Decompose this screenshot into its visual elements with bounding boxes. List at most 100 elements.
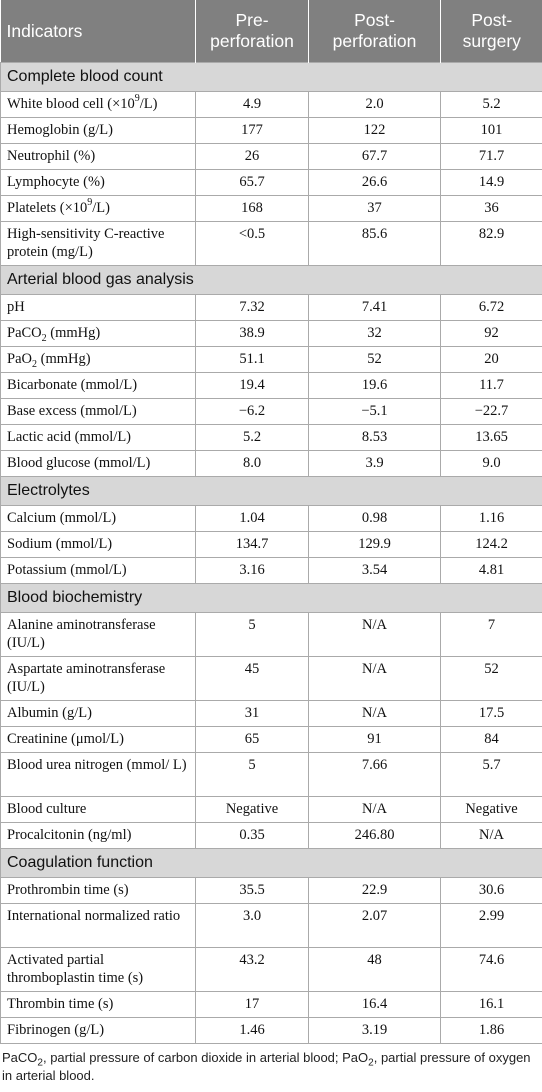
section-title: Electrolytes: [0, 476, 542, 506]
pre-perforation-value: 134.7: [195, 531, 309, 558]
post-surgery-value: 1.86: [440, 1017, 542, 1044]
post-perforation-value: 3.9: [308, 450, 441, 477]
post-perforation-value: 3.54: [308, 557, 441, 584]
post-perforation-value: 67.7: [308, 143, 441, 170]
table-row: Albumin (g/L) 31 N/A 17.5: [0, 700, 542, 727]
indicator-label: Bicarbonate (mmol/L): [0, 372, 196, 399]
indicator-label: Prothrombin time (s): [0, 877, 196, 904]
table-row: International normalized ratio 3.0 2.07 2.9…: [0, 903, 542, 948]
post-surgery-value: 92: [440, 320, 542, 347]
section-header-row: Blood biochemistry: [0, 583, 542, 613]
post-perforation-value: 3.19: [308, 1017, 441, 1044]
indicator-label: Lymphocyte (%): [0, 169, 196, 196]
indicator-label: Lactic acid (mmol/L): [0, 424, 196, 451]
post-perforation-value: 16.4: [308, 991, 441, 1018]
post-perforation-value: N/A: [308, 796, 441, 823]
indicator-label: Base excess (mmol/L): [0, 398, 196, 425]
pre-perforation-value: 1.04: [195, 505, 309, 532]
post-surgery-value: 124.2: [440, 531, 542, 558]
table-body: Complete blood count White blood cell (×1…: [0, 62, 542, 1044]
post-perforation-value: N/A: [308, 612, 441, 657]
post-surgery-value: 16.1: [440, 991, 542, 1018]
post-surgery-value: 52: [440, 656, 542, 701]
indicator-label: Platelets (×109/L): [0, 195, 196, 222]
post-perforation-value: 2.0: [308, 91, 441, 118]
table-row: Sodium (mmol/L) 134.7 129.9 124.2: [0, 531, 542, 558]
post-surgery-value: 74.6: [440, 947, 542, 992]
post-surgery-value: Negative: [440, 796, 542, 823]
pre-perforation-value: 0.35: [195, 822, 309, 849]
post-perforation-value: 122: [308, 117, 441, 144]
post-surgery-value: 5.2: [440, 91, 542, 118]
post-perforation-value: 2.07: [308, 903, 441, 948]
table-row: Fibrinogen (g/L) 1.46 3.19 1.86: [0, 1017, 542, 1044]
post-perforation-value: 246.80: [308, 822, 441, 849]
indicator-label: Sodium (mmol/L): [0, 531, 196, 558]
pre-perforation-value: 51.1: [195, 346, 309, 373]
table-footnote: PaCO2, partial pressure of carbon dioxid…: [2, 1050, 531, 1083]
section-title: Arterial blood gas analysis: [0, 265, 542, 295]
table-row: White blood cell (×109/L) 4.9 2.0 5.2: [0, 91, 542, 118]
table-row: Potassium (mmol/L) 3.16 3.54 4.81: [0, 557, 542, 584]
table-row: Hemoglobin (g/L) 177 122 101: [0, 117, 542, 144]
post-perforation-value: 0.98: [308, 505, 441, 532]
pre-perforation-value: 19.4: [195, 372, 309, 399]
pre-perforation-value: 43.2: [195, 947, 309, 992]
indicator-label: Blood culture: [0, 796, 196, 823]
table-row: Creatinine (μmol/L) 65 91 84: [0, 726, 542, 753]
table-row: Blood culture Negative N/A Negative: [0, 796, 542, 823]
post-surgery-value: 9.0: [440, 450, 542, 477]
pre-perforation-value: 31: [195, 700, 309, 727]
section-header-row: Complete blood count: [0, 62, 542, 92]
indicator-label: White blood cell (×109/L): [0, 91, 196, 118]
table-row: Platelets (×109/L) 168 37 36: [0, 195, 542, 222]
table-row: pH 7.32 7.41 6.72: [0, 294, 542, 321]
indicator-label: Creatinine (μmol/L): [0, 726, 196, 753]
section-header-row: Coagulation function: [0, 848, 542, 878]
table-row: Aspartate aminotransferase (IU/L) 45 N/A 52: [0, 656, 542, 701]
post-perforation-value: 7.66: [308, 752, 441, 797]
table-row: PaCO2 (mmHg) 38.9 32 92: [0, 320, 542, 347]
indicator-label: Fibrinogen (g/L): [0, 1017, 196, 1044]
post-surgery-value: 17.5: [440, 700, 542, 727]
pre-perforation-value: 5: [195, 612, 309, 657]
pre-perforation-value: 65: [195, 726, 309, 753]
post-surgery-value: 11.7: [440, 372, 542, 399]
post-perforation-value: N/A: [308, 656, 441, 701]
post-surgery-value: −22.7: [440, 398, 542, 425]
section-title: Coagulation function: [0, 848, 542, 878]
section-title: Complete blood count: [0, 62, 542, 92]
post-surgery-value: 2.99: [440, 903, 542, 948]
post-surgery-value: 13.65: [440, 424, 542, 451]
pre-perforation-value: 17: [195, 991, 309, 1018]
indicator-label: Neutrophil (%): [0, 143, 196, 170]
table-row: Activated partial thromboplastin time (s…: [0, 947, 542, 992]
pre-perforation-value: 4.9: [195, 91, 309, 118]
post-perforation-value: 7.41: [308, 294, 441, 321]
table-row: Procalcitonin (ng/ml) 0.35 246.80 N/A: [0, 822, 542, 849]
post-perforation-value: 85.6: [308, 221, 441, 266]
post-perforation-value: 37: [308, 195, 441, 222]
pre-perforation-value: 3.16: [195, 557, 309, 584]
section-header-row: Electrolytes: [0, 476, 542, 506]
pre-perforation-value: 5.2: [195, 424, 309, 451]
table-row: Neutrophil (%) 26 67.7 71.7: [0, 143, 542, 170]
post-surgery-value: 7: [440, 612, 542, 657]
indicator-label: Calcium (mmol/L): [0, 505, 196, 532]
header-pre-perforation: Pre-perforation: [195, 0, 309, 63]
post-surgery-value: 14.9: [440, 169, 542, 196]
table-row: Lymphocyte (%) 65.7 26.6 14.9: [0, 169, 542, 196]
post-perforation-value: 19.6: [308, 372, 441, 399]
table-row: High-sensitivity C-reactive protein (mg/…: [0, 221, 542, 266]
table-row: Alanine aminotransferase (IU/L) 5 N/A 7: [0, 612, 542, 657]
post-surgery-value: 30.6: [440, 877, 542, 904]
indicator-label: Blood glucose (mmol/L): [0, 450, 196, 477]
post-perforation-value: 129.9: [308, 531, 441, 558]
post-surgery-value: 71.7: [440, 143, 542, 170]
header-row: Indicators Pre-perforation Post-perforat…: [0, 0, 542, 63]
indicator-label: pH: [0, 294, 196, 321]
post-surgery-value: 84: [440, 726, 542, 753]
table-row: Bicarbonate (mmol/L) 19.4 19.6 11.7: [0, 372, 542, 399]
post-perforation-value: 91: [308, 726, 441, 753]
